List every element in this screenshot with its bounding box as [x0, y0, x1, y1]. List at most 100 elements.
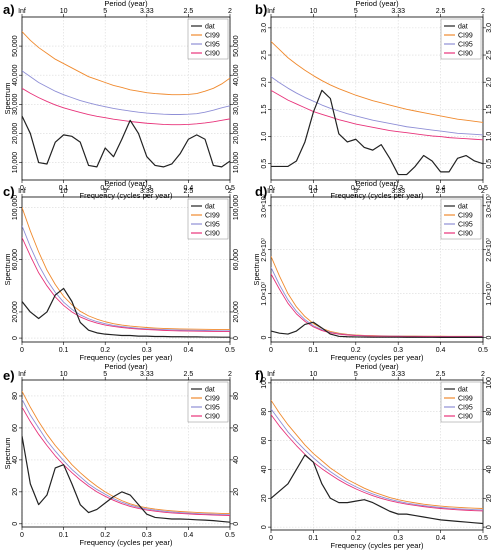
panel-c: c) 0 0.1 0.2 0.3 0.4 0.5 Inf 10 5 3.33 2.5 2 Period (…: [3, 179, 240, 362]
legend-label-ci99: CI99: [458, 213, 473, 220]
legend-label-dat: dat: [205, 387, 215, 394]
top-tick-label: 5: [354, 8, 358, 15]
panel-letter: c): [3, 184, 15, 199]
y-tick-label-right: 20: [486, 494, 493, 502]
top-tick-label: 10: [60, 371, 68, 378]
x-tick-label: 0.1: [59, 347, 69, 354]
x-tick-label: 0: [269, 347, 273, 354]
x-axis-title: Frequency (cycles per year): [80, 191, 173, 200]
y-tick-label-right: 0: [233, 522, 240, 526]
top-tick-label: 5: [103, 188, 107, 195]
top-tick-label: 10: [310, 188, 318, 195]
x-tick-label: 0.1: [309, 185, 319, 192]
top-tick-label: 5: [103, 8, 107, 15]
legend-label-ci95: CI95: [458, 42, 473, 49]
panel-letter: e): [3, 368, 15, 383]
y-tick-label-right: 20: [233, 488, 240, 496]
x-tick-label: 0: [20, 185, 24, 192]
y-tick-label-right: 20,000: [233, 123, 240, 145]
y-tick-label-right: 0: [486, 336, 493, 340]
legend-label-ci95: CI95: [458, 222, 473, 229]
y-tick-label: 20: [261, 494, 268, 502]
top-tick-label: 2: [228, 8, 232, 15]
y-tick-label-right: 0: [233, 336, 240, 340]
legend-label-dat: dat: [205, 24, 215, 31]
y-tick-label: 1.0×10⁷: [261, 281, 268, 306]
y-tick-label: 0: [261, 336, 268, 340]
y-tick-label: 1.5: [261, 104, 268, 114]
legend-label-ci90: CI90: [205, 231, 220, 238]
top-tick-label: 10: [60, 8, 68, 15]
y-tick-label-right: 1.5: [486, 104, 493, 114]
plot-frame: [270, 16, 484, 181]
panel-letter: f): [255, 368, 264, 383]
legend-label-ci95: CI95: [205, 405, 220, 412]
top-tick-label: 3.33: [391, 188, 405, 195]
x-tick-label: 0.1: [59, 185, 69, 192]
x-tick-label: 0.4: [436, 185, 446, 192]
top-tick-label: Inf: [18, 371, 26, 378]
top-tick-label: Inf: [267, 188, 275, 195]
y-tick-label: 0.5: [261, 159, 268, 169]
top-tick-label: 3.33: [140, 371, 154, 378]
y-tick-label: 40: [12, 456, 19, 464]
top-tick-label: 2.5: [436, 371, 446, 378]
legend-label-dat: dat: [458, 24, 468, 31]
panel-a: a) 0 0.1 0.2 0.3 0.4 0.5 Inf 10 5 3.33 2.5 2 Period (…: [3, 0, 240, 200]
y-tick-label-right: 40: [486, 465, 493, 473]
top-tick-label: 3.33: [391, 8, 405, 15]
legend-label-ci95: CI95: [458, 405, 473, 412]
top-tick-label: 3.33: [140, 188, 154, 195]
x-axis-title: Frequency (cycles per year): [331, 353, 424, 362]
series-line-dat: [271, 321, 483, 338]
y-tick-label-right: 30,000: [233, 94, 240, 116]
legend-label-ci90: CI90: [458, 51, 473, 58]
top-axis-title: Period (year): [104, 179, 148, 188]
y-axis-title: Spectrum: [3, 82, 12, 114]
y-tick-label: 20,000: [12, 123, 19, 145]
y-tick-label: 80: [261, 408, 268, 416]
x-tick-label: 0.5: [478, 185, 488, 192]
x-tick-label: 0.3: [142, 347, 152, 354]
x-tick-label: 0.2: [351, 185, 361, 192]
top-axis-title: Period (year): [104, 362, 148, 371]
series-line-ci99: [271, 399, 483, 509]
x-tick-label: 0.3: [393, 535, 403, 542]
y-tick-label: 50,000: [12, 35, 19, 57]
y-tick-label: 80: [12, 392, 19, 400]
y-tick-label-right: 60: [233, 424, 240, 432]
series-line-ci99: [22, 390, 230, 515]
y-tick-label-right: 80: [486, 408, 493, 416]
top-axis-title: Period (year): [355, 362, 399, 371]
y-tick-label: 40: [261, 465, 268, 473]
y-tick-label-right: 10,000: [233, 152, 240, 174]
series-line-ci99: [22, 207, 230, 331]
y-axis-title: Spectrum: [252, 253, 261, 285]
series-line-ci99: [271, 256, 483, 337]
y-tick-label-right: 1.0: [486, 132, 493, 142]
x-tick-label: 0.5: [225, 185, 235, 192]
y-tick-label: 10,000: [12, 152, 19, 174]
x-axis-title: Frequency (cycles per year): [331, 541, 424, 550]
top-tick-label: Inf: [18, 8, 26, 15]
x-tick-label: 0.2: [351, 535, 361, 542]
x-tick-label: 0.4: [184, 185, 194, 192]
y-tick-label-right: 0: [486, 525, 493, 529]
y-tick-label-right: 0.5: [486, 159, 493, 169]
series-line-ci95: [271, 408, 483, 511]
legend-label-ci99: CI99: [205, 213, 220, 220]
legend-label-ci99: CI99: [205, 396, 220, 403]
x-tick-label: 0.5: [225, 532, 235, 539]
top-tick-label: 3.33: [140, 8, 154, 15]
y-tick-label-right: 20,000: [233, 301, 240, 323]
y-tick-label-right: 2.0×10⁷: [486, 237, 493, 262]
x-tick-label: 0.5: [225, 347, 235, 354]
y-tick-label-right: 40: [233, 456, 240, 464]
x-tick-label: 0.2: [100, 185, 110, 192]
y-tick-label-right: 80: [233, 392, 240, 400]
top-tick-label: Inf: [267, 8, 275, 15]
legend-label-dat: dat: [458, 387, 468, 394]
x-tick-label: 0.3: [142, 532, 152, 539]
x-tick-label: 0.5: [478, 535, 488, 542]
